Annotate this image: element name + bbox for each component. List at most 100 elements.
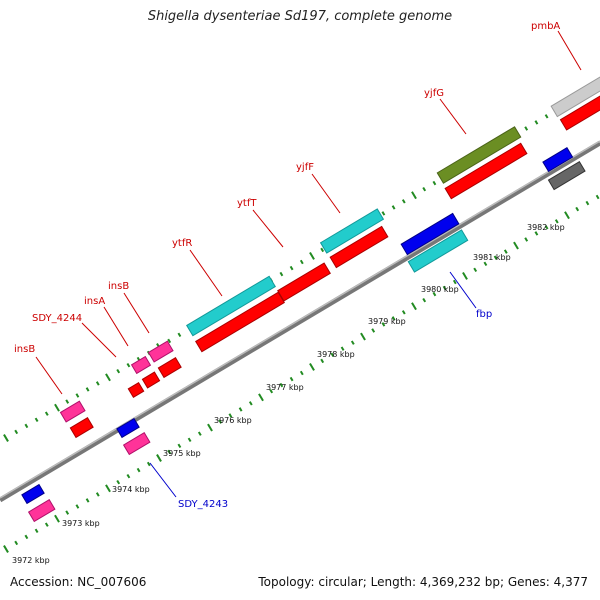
feature-ytfT-red[interactable] <box>277 262 331 302</box>
tick-mark <box>513 241 519 250</box>
feature-blue-d[interactable] <box>542 146 574 173</box>
feature-yjfF-cyan[interactable] <box>319 208 385 254</box>
tick-mark <box>320 358 325 364</box>
scale-label: 3978 kbp <box>317 350 355 359</box>
feature-pmbA-grey[interactable] <box>550 74 600 118</box>
tick-mark <box>44 411 49 416</box>
tick-mark <box>534 231 539 236</box>
feature-grey-d[interactable] <box>547 160 586 191</box>
lower-tick-track <box>3 194 600 553</box>
map-title: Shigella dysenteriae Sd197, complete gen… <box>147 9 453 24</box>
tick-mark <box>340 346 345 351</box>
feature-blue-b[interactable] <box>116 417 140 439</box>
feature-yjfG-olive[interactable] <box>436 126 522 184</box>
tick-mark <box>391 205 396 210</box>
tick-mark <box>544 114 549 119</box>
tick-mark <box>218 419 223 424</box>
scale-label: 3974 kbp <box>112 485 150 494</box>
tick-mark <box>146 461 151 467</box>
tick-mark <box>299 370 304 376</box>
tick-mark <box>34 417 39 423</box>
tick-mark <box>554 219 559 224</box>
tick-mark <box>411 191 417 200</box>
tick-mark <box>248 401 253 406</box>
tick-mark <box>299 259 304 265</box>
tick-mark <box>177 443 182 449</box>
callout-yjfF <box>311 173 341 214</box>
feature-sdy4243-pink[interactable] <box>122 432 151 456</box>
tick-mark <box>156 454 162 462</box>
feature-pink-a[interactable] <box>27 499 56 523</box>
label-yjfF: yjfF <box>296 162 314 173</box>
scale-label: 3977 kbp <box>266 383 304 392</box>
tick-mark <box>289 376 294 382</box>
tick-mark <box>411 302 417 311</box>
feature-small-red-a[interactable] <box>127 381 145 399</box>
tick-mark <box>309 362 315 371</box>
tick-mark <box>422 186 427 192</box>
tick-mark <box>289 265 294 271</box>
label-fbp: fbp <box>476 309 492 320</box>
tick-mark <box>350 340 355 345</box>
feature-small-red-c[interactable] <box>157 357 182 379</box>
feature-fbp-cyan[interactable] <box>407 229 469 273</box>
feature-insB-left-red[interactable] <box>69 417 94 439</box>
callout-sdy4243 <box>149 462 177 498</box>
feature-blue-a[interactable] <box>21 483 45 505</box>
tick-mark <box>595 194 600 200</box>
tick-mark <box>422 297 427 303</box>
tick-mark <box>3 434 9 442</box>
callout-ytfR <box>189 249 223 297</box>
feature-insA-pink[interactable] <box>147 340 174 363</box>
tick-mark <box>493 255 498 260</box>
genome-backbone-highlight <box>0 140 600 499</box>
callout-ytfT <box>252 209 284 248</box>
tick-mark <box>85 387 90 392</box>
tick-mark <box>279 271 284 277</box>
label-insA: insA <box>84 296 105 307</box>
label-pmbA: pmbA <box>531 21 560 32</box>
tick-mark <box>116 479 121 485</box>
tick-mark <box>207 423 213 432</box>
tick-mark <box>75 393 80 398</box>
topology-summary: Topology: circular; Length: 4,369,232 bp… <box>258 575 588 589</box>
tick-mark <box>167 338 172 344</box>
accession-text: Accession: NC_007606 <box>10 575 147 589</box>
tick-mark <box>381 211 386 216</box>
tick-mark <box>320 247 325 253</box>
tick-mark <box>116 368 121 374</box>
feature-blue-c[interactable] <box>400 212 460 256</box>
feature-yjfG-red[interactable] <box>444 142 528 200</box>
callout-pmbA <box>557 30 582 71</box>
tick-mark <box>432 180 437 186</box>
tick-mark <box>54 403 60 412</box>
feature-ytfR-cyan[interactable] <box>186 275 276 337</box>
tick-mark <box>524 237 529 242</box>
tick-mark <box>371 328 376 333</box>
scale-label: 3972 kbp <box>12 556 50 565</box>
tick-mark <box>54 514 60 523</box>
tick-mark <box>95 381 100 386</box>
callout-insB-left <box>35 356 63 395</box>
scale-label: 3981 kbp <box>473 253 511 262</box>
tick-mark <box>585 200 590 206</box>
callout-sdy4244 <box>81 322 117 358</box>
feature-small-red-b[interactable] <box>141 371 161 389</box>
tick-mark <box>14 429 19 435</box>
feature-sdy4244-pink[interactable] <box>130 355 152 375</box>
tick-mark <box>105 484 111 493</box>
scale-label: 3975 kbp <box>163 449 201 458</box>
tick-mark <box>452 279 457 285</box>
feature-insB-left-pink[interactable] <box>59 400 86 423</box>
tick-mark <box>391 316 396 321</box>
tick-mark <box>85 498 90 503</box>
tick-mark <box>401 310 406 315</box>
tick-mark <box>75 504 80 509</box>
scale-label: 3979 kbp <box>368 317 406 326</box>
scale-label: 3980 kbp <box>421 285 459 294</box>
tick-mark <box>228 413 233 418</box>
feature-yjfF-red[interactable] <box>329 225 389 269</box>
tick-mark <box>309 251 315 260</box>
feature-pmbA-red[interactable] <box>559 93 600 131</box>
